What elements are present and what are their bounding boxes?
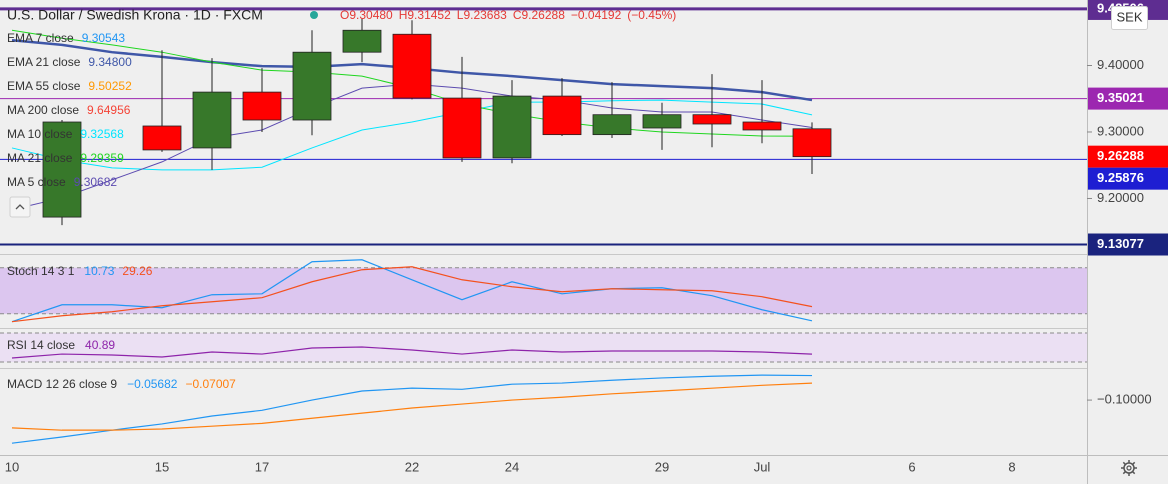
legend-label: MA 21 close (7, 151, 73, 165)
price-tag (1088, 167, 1168, 190)
y-tick-label: 9.20000 (1097, 190, 1144, 205)
price-tag-label: 9.26288 (1097, 148, 1144, 163)
candle-body (442, 97, 482, 159)
legend-label: MA 5 close (7, 175, 66, 189)
legend-value: −0.07007 (185, 377, 236, 391)
settings-button[interactable] (1121, 460, 1137, 476)
legend-value: 10.73 (84, 264, 114, 278)
price-axis: 9.200009.300009.40000−0.100009.485069.35… (1087, 0, 1168, 407)
legend-label: EMA 7 close (7, 31, 74, 45)
indicator-line (11, 374, 813, 444)
y-tick-label: 9.30000 (1097, 123, 1144, 138)
indicator-line (11, 382, 813, 431)
legend-value: 9.50252 (88, 79, 132, 93)
candle-body (392, 33, 432, 99)
ohlc-value: C9.26288 (513, 8, 565, 22)
legend-value: 9.30543 (82, 31, 126, 45)
candle-body (542, 95, 582, 136)
pane (0, 7, 1087, 246)
legend-value: 9.64956 (87, 103, 131, 117)
candle-body (342, 29, 382, 53)
price-tag-label: 9.35021 (1097, 90, 1144, 105)
candle-body (192, 91, 232, 149)
ohlc-value: L9.23683 (457, 8, 507, 22)
x-tick-label: 10 (5, 459, 19, 474)
pane-title: RSI 14 close (7, 338, 75, 352)
legend-value: 29.26 (122, 264, 152, 278)
candle-body (142, 125, 182, 151)
status-dot (310, 11, 318, 19)
collapse-icon (15, 204, 25, 210)
ohlc-value: O9.30480 (340, 8, 393, 22)
pane (0, 332, 1087, 363)
legend-label: MA 200 close (7, 103, 79, 117)
x-tick-label: 24 (505, 459, 519, 474)
currency-box[interactable] (1111, 6, 1148, 30)
candle-body (292, 51, 332, 121)
pane-title: MACD 12 26 close 9 (7, 377, 117, 391)
price-tag (1088, 87, 1168, 110)
candle-body (242, 91, 282, 121)
x-tick-label: 8 (1008, 459, 1015, 474)
gear-icon-center (1126, 465, 1132, 471)
legend-label: EMA 21 close (7, 55, 81, 69)
ohlc-value: (−0.45%) (627, 8, 676, 22)
legend-value: 9.29359 (80, 151, 124, 165)
ohlc-value: H9.31452 (399, 8, 451, 22)
legend-value: 9.30682 (74, 175, 118, 189)
x-tick-label: 29 (655, 459, 669, 474)
band-fill (0, 267, 1087, 314)
legend-label: MA 10 close (7, 127, 73, 141)
pane-title: Stoch 14 3 1 (7, 264, 75, 278)
band-fill (0, 333, 1087, 363)
price-tag (1088, 233, 1168, 256)
candle-body (692, 114, 732, 125)
legend-value: −0.05682 (127, 377, 178, 391)
candle-body (742, 121, 782, 131)
price-tag-label: 9.25876 (1097, 170, 1144, 185)
legend-value: 9.34800 (88, 55, 132, 69)
x-tick-label: Jul (754, 459, 771, 474)
candle-body (792, 128, 832, 158)
legend-value: 9.32568 (80, 127, 124, 141)
y-tick-label: −0.10000 (1097, 392, 1152, 407)
indicator-line (11, 99, 813, 171)
pane (0, 259, 1087, 323)
chart-title: U.S. Dollar / Swedish Krona · 1D · FXCM (7, 7, 263, 23)
x-tick-label: 17 (255, 459, 269, 474)
ohlc-value: −0.04192 (571, 8, 622, 22)
panes (0, 7, 1087, 444)
candle-body (592, 114, 632, 136)
collapse-button[interactable] (9, 196, 31, 218)
candle-body (642, 114, 682, 129)
y-tick-label: 9.40000 (1097, 57, 1144, 72)
price-tag-label: 9.13077 (1097, 236, 1144, 251)
pane (11, 374, 813, 444)
ohlc-readout: O9.30480 H9.31452 L9.23683 C9.26288 −0.04192… (340, 8, 676, 22)
indicator-line (11, 266, 813, 323)
x-tick-label: 6 (908, 459, 915, 474)
gear-teeth (1121, 460, 1137, 476)
legend-label: EMA 55 close (7, 79, 81, 93)
legend-value: 40.89 (85, 338, 115, 352)
candle-body (42, 121, 82, 218)
x-tick-label: 15 (155, 459, 169, 474)
x-tick-label: 22 (405, 459, 419, 474)
indicator-line (11, 346, 813, 359)
candle-body (492, 95, 532, 159)
currency-label: SEK (1116, 9, 1142, 24)
price-tag (1088, 145, 1168, 168)
